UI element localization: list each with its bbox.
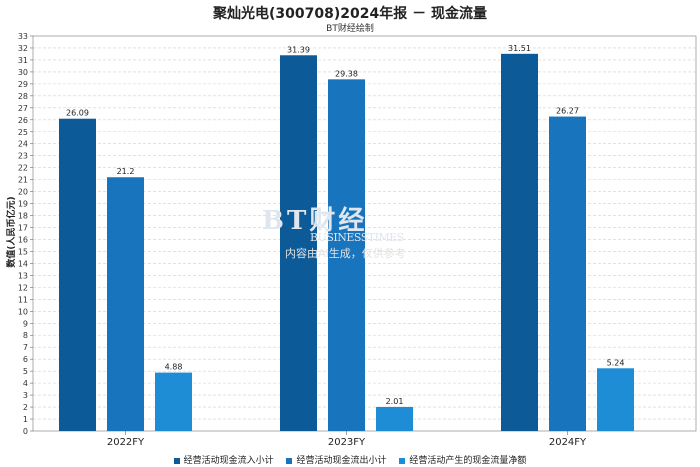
bar-value-label: 31.51: [508, 44, 531, 53]
y-tick-label: 33: [18, 32, 28, 41]
legend-label: 经营活动产生的现金流量净额: [409, 456, 527, 466]
y-tick-label: 9: [23, 319, 28, 328]
bar[interactable]: [501, 53, 538, 432]
y-tick-label: 6: [23, 355, 28, 364]
y-tick-label: 4: [23, 379, 28, 388]
y-tick-label: 26: [18, 116, 28, 125]
legend-label: 经营活动现金流出小计: [296, 456, 387, 466]
y-tick-label: 11: [18, 295, 28, 304]
axes: 0123456789101112131415161718192021222324…: [18, 32, 587, 448]
y-tick-label: 12: [18, 283, 28, 292]
x-tick-label: 2023FY: [328, 437, 366, 448]
y-tick-label: 21: [18, 176, 28, 185]
y-tick-label: 18: [18, 212, 28, 221]
bar[interactable]: [597, 368, 634, 431]
y-tick-label: 29: [18, 80, 28, 89]
bar[interactable]: [328, 79, 365, 432]
y-tick-label: 32: [18, 44, 28, 53]
y-tick-label: 17: [18, 224, 28, 233]
bar-group: 26.09 21.2 4.88 31.39 29.38 2.01 31.51 26.27 5.2…: [59, 44, 634, 432]
y-tick-label: 7: [23, 343, 28, 352]
bar[interactable]: [549, 116, 586, 431]
y-tick-label: 14: [18, 259, 28, 268]
bar-value-label: 31.39: [287, 45, 310, 54]
y-tick-label: 31: [18, 56, 28, 65]
chart-subtitle: BT财经绘制: [326, 24, 374, 34]
bar-value-label: 2.01: [386, 397, 404, 406]
bar[interactable]: [376, 406, 413, 431]
y-tick-label: 3: [23, 391, 28, 400]
y-tick-label: 13: [18, 271, 28, 280]
legend-item[interactable]: 经营活动现金流出小计: [286, 453, 387, 466]
bar-value-label: 26.27: [556, 107, 579, 116]
y-tick-label: 28: [18, 92, 28, 101]
y-tick-label: 19: [18, 200, 28, 209]
y-tick-label: 23: [18, 152, 28, 161]
y-tick-label: 1: [23, 415, 28, 424]
y-tick-label: 22: [18, 164, 28, 173]
legend: 经营活动现金流入小计 经营活动现金流出小计 经营活动产生的现金流量净额: [0, 453, 700, 466]
y-tick-label: 20: [18, 188, 28, 197]
y-tick-label: 25: [18, 128, 28, 137]
bar-value-label: 5.24: [607, 358, 625, 367]
bar-value-label: 4.88: [165, 363, 183, 372]
y-tick-label: 0: [23, 427, 28, 436]
legend-swatch-icon: [399, 457, 406, 464]
y-tick-label: 30: [18, 68, 28, 77]
legend-item[interactable]: 经营活动产生的现金流量净额: [399, 453, 526, 466]
legend-label: 经营活动现金流入小计: [183, 456, 274, 466]
bar-value-label: 29.38: [335, 69, 358, 78]
bar[interactable]: [280, 55, 317, 432]
bar-value-label: 26.09: [66, 109, 89, 118]
x-tick-label: 2022FY: [107, 437, 145, 448]
y-tick-label: 10: [18, 307, 28, 316]
y-tick-label: 8: [23, 331, 28, 340]
y-tick-label: 27: [18, 104, 28, 113]
y-axis-label: 数值(人民币亿元): [5, 196, 17, 267]
legend-swatch-icon: [173, 457, 180, 464]
legend-swatch-icon: [286, 457, 293, 464]
y-tick-label: 5: [23, 367, 28, 376]
bar[interactable]: [155, 372, 192, 431]
bar[interactable]: [107, 177, 144, 431]
chart-title: 聚灿光电(300708)2024年报 － 现金流量: [213, 6, 487, 22]
y-tick-label: 24: [18, 140, 28, 149]
legend-item[interactable]: 经营活动现金流入小计: [173, 453, 274, 466]
x-tick-label: 2024FY: [549, 437, 587, 448]
bar[interactable]: [59, 118, 96, 432]
y-tick-label: 15: [18, 247, 28, 256]
bar-value-label: 21.2: [117, 167, 135, 176]
y-tick-label: 2: [23, 403, 28, 412]
y-tick-label: 16: [18, 235, 28, 244]
